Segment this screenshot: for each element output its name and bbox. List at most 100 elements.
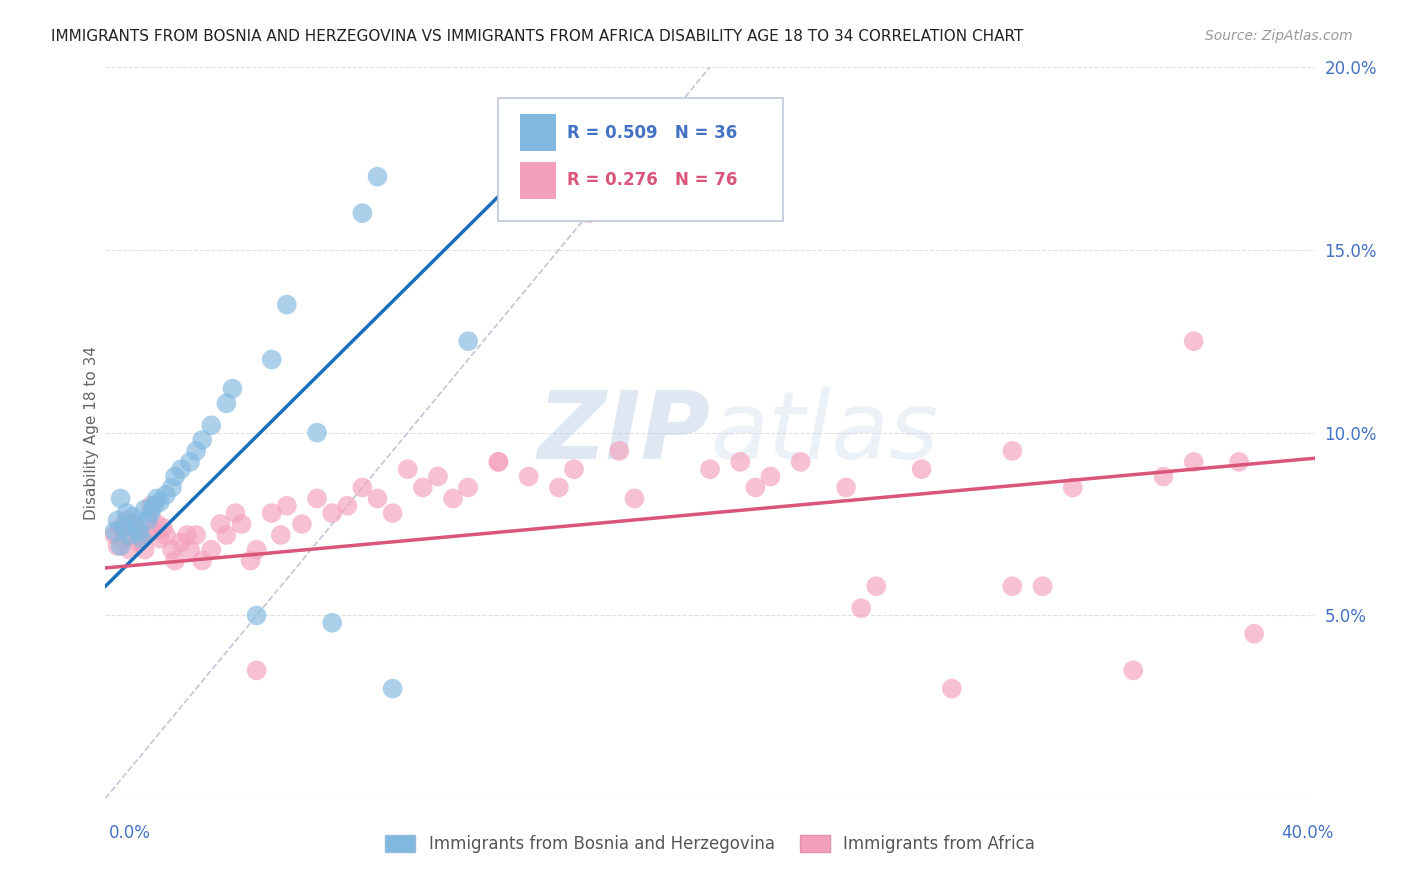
Point bbox=[124, 517, 148, 532]
Point bbox=[134, 502, 156, 516]
Point bbox=[131, 528, 153, 542]
Point bbox=[1243, 626, 1265, 640]
Point bbox=[124, 524, 148, 539]
Point bbox=[835, 480, 858, 494]
Point bbox=[321, 506, 343, 520]
Point bbox=[215, 396, 238, 410]
Point bbox=[1032, 579, 1054, 593]
Point bbox=[215, 528, 238, 542]
Point bbox=[146, 491, 169, 506]
Point bbox=[246, 608, 269, 623]
Point bbox=[155, 488, 177, 502]
Point bbox=[115, 513, 138, 527]
Point bbox=[103, 528, 125, 542]
Point bbox=[200, 542, 222, 557]
Point bbox=[276, 297, 298, 311]
Point bbox=[115, 506, 138, 520]
Point bbox=[307, 425, 329, 440]
Point bbox=[110, 539, 132, 553]
Point bbox=[412, 480, 434, 494]
Point bbox=[191, 553, 214, 568]
FancyBboxPatch shape bbox=[499, 97, 783, 220]
Point bbox=[260, 506, 283, 520]
Point bbox=[457, 480, 479, 494]
Point bbox=[152, 521, 174, 535]
Point bbox=[110, 521, 132, 535]
Point bbox=[730, 455, 752, 469]
Point bbox=[112, 521, 135, 535]
Point bbox=[134, 542, 156, 557]
Point bbox=[457, 334, 479, 348]
Point bbox=[224, 506, 246, 520]
Point bbox=[744, 480, 766, 494]
Point bbox=[231, 517, 253, 532]
Point bbox=[142, 499, 165, 513]
Point bbox=[699, 462, 721, 476]
Point bbox=[160, 480, 183, 494]
Point bbox=[941, 681, 963, 696]
Point bbox=[336, 499, 359, 513]
Text: 0.0%: 0.0% bbox=[108, 824, 150, 842]
Point bbox=[118, 528, 141, 542]
Point bbox=[865, 579, 887, 593]
FancyBboxPatch shape bbox=[520, 162, 557, 199]
Text: IMMIGRANTS FROM BOSNIA AND HERZEGOVINA VS IMMIGRANTS FROM AFRICA DISABILITY AGE : IMMIGRANTS FROM BOSNIA AND HERZEGOVINA V… bbox=[51, 29, 1024, 44]
Point bbox=[128, 535, 150, 549]
Point bbox=[623, 491, 645, 506]
Point bbox=[112, 532, 135, 546]
Point bbox=[427, 469, 450, 483]
Point bbox=[170, 462, 193, 476]
Point bbox=[136, 513, 159, 527]
Point bbox=[142, 524, 165, 539]
Point bbox=[441, 491, 464, 506]
Point bbox=[366, 491, 388, 506]
Text: ZIP: ZIP bbox=[537, 386, 710, 479]
Point bbox=[246, 542, 269, 557]
Point bbox=[221, 382, 243, 396]
FancyBboxPatch shape bbox=[520, 114, 557, 151]
Point bbox=[260, 352, 283, 367]
Point bbox=[1001, 444, 1024, 458]
Point bbox=[352, 480, 374, 494]
Point bbox=[1153, 469, 1175, 483]
Point bbox=[179, 542, 201, 557]
Point bbox=[200, 418, 222, 433]
Point bbox=[186, 528, 208, 542]
Point bbox=[110, 491, 132, 506]
Point bbox=[118, 542, 141, 557]
Point bbox=[107, 513, 129, 527]
Point bbox=[366, 169, 388, 184]
Point bbox=[136, 513, 159, 527]
Point bbox=[578, 206, 600, 220]
Point bbox=[381, 681, 404, 696]
Point bbox=[276, 499, 298, 513]
Point bbox=[239, 553, 262, 568]
Text: atlas: atlas bbox=[710, 387, 938, 478]
Point bbox=[307, 491, 329, 506]
Point bbox=[321, 615, 343, 630]
Point bbox=[160, 542, 183, 557]
Point bbox=[609, 444, 631, 458]
Point bbox=[1001, 579, 1024, 593]
Point bbox=[911, 462, 934, 476]
Point bbox=[155, 528, 177, 542]
Point bbox=[139, 499, 162, 513]
Point bbox=[103, 524, 125, 539]
Point bbox=[128, 524, 150, 539]
Y-axis label: Disability Age 18 to 34: Disability Age 18 to 34 bbox=[83, 345, 98, 520]
Point bbox=[291, 517, 314, 532]
Point bbox=[121, 509, 143, 524]
Point bbox=[1182, 334, 1205, 348]
Point bbox=[1062, 480, 1084, 494]
Point bbox=[139, 506, 162, 520]
Point bbox=[517, 469, 540, 483]
Point bbox=[131, 532, 153, 546]
Point bbox=[1182, 455, 1205, 469]
Point bbox=[790, 455, 813, 469]
Point bbox=[121, 517, 143, 532]
Point bbox=[186, 444, 208, 458]
Legend: Immigrants from Bosnia and Herzegovina, Immigrants from Africa: Immigrants from Bosnia and Herzegovina, … bbox=[378, 828, 1042, 860]
Point bbox=[176, 528, 198, 542]
Point bbox=[548, 480, 571, 494]
Point bbox=[246, 664, 269, 678]
